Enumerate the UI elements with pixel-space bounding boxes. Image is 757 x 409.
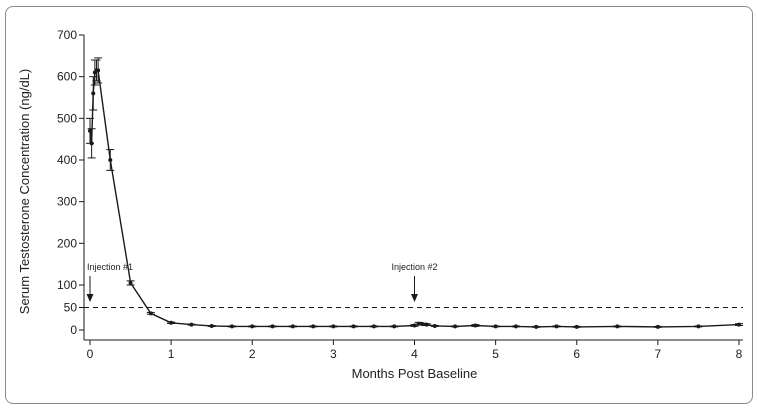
data-point: [574, 324, 579, 329]
x-tick-label: 5: [492, 347, 499, 361]
data-point: [473, 323, 478, 328]
data-point: [91, 91, 96, 96]
data-point: [148, 311, 153, 316]
data-point: [412, 323, 417, 328]
data-point: [96, 68, 101, 73]
data-point: [270, 324, 275, 329]
data-point: [311, 324, 316, 329]
x-tick-label: 1: [168, 347, 175, 361]
data-point: [737, 322, 741, 327]
x-tick-label: 0: [87, 347, 94, 361]
series-layer: [86, 57, 743, 329]
data-point: [169, 320, 174, 325]
data-point: [88, 128, 92, 133]
data-point: [331, 324, 336, 329]
y-tick-label: 500: [57, 111, 77, 125]
data-point: [615, 324, 620, 329]
data-point: [351, 324, 356, 329]
y-tick-label: 100: [57, 278, 77, 292]
annotation-label: Injection #1: [87, 262, 133, 272]
data-point: [534, 324, 539, 329]
data-point: [189, 322, 194, 327]
x-tick-label: 4: [411, 347, 418, 361]
data-point: [108, 158, 113, 162]
y-tick-label: 700: [57, 28, 77, 42]
data-point: [696, 324, 701, 329]
data-point: [250, 324, 255, 329]
y-tick-label: 0: [70, 323, 77, 337]
y-tick-label: 50: [64, 301, 78, 315]
data-point: [209, 323, 214, 328]
axes: [83, 35, 743, 341]
x-tick-label: 8: [736, 347, 743, 361]
annotation-label: Injection #2: [391, 262, 437, 272]
data-point: [371, 324, 376, 329]
x-ticks: 0 1 2 3 4 5 6 7 8: [87, 340, 743, 361]
y-tick-label: 200: [57, 236, 77, 250]
data-point: [554, 324, 559, 329]
data-point: [453, 324, 458, 329]
data-point: [424, 322, 429, 327]
data-point: [513, 324, 518, 329]
x-tick-label: 3: [330, 347, 337, 361]
data-point: [493, 324, 498, 329]
y-tick-label: 600: [57, 70, 77, 84]
data-point: [392, 324, 397, 329]
data-point: [432, 323, 437, 328]
chart-frame: [5, 6, 753, 404]
y-axis-title: Serum Testosterone Concentration (ng/dL): [17, 69, 32, 314]
data-point: [655, 324, 660, 329]
x-tick-label: 7: [655, 347, 662, 361]
annotation-arrow-head: [411, 294, 418, 302]
y-ticks: 0 50 100 200 300 400 500 600 700: [57, 28, 84, 337]
x-tick-label: 2: [249, 347, 256, 361]
y-tick-label: 300: [57, 195, 77, 209]
data-point: [290, 324, 295, 329]
data-point: [128, 280, 133, 285]
data-point: [229, 324, 234, 329]
x-tick-label: 6: [573, 347, 580, 361]
y-tick-label: 400: [57, 153, 77, 167]
annotations: Injection #1 Injection #2: [86, 262, 438, 302]
x-axis-title: Months Post Baseline: [352, 366, 478, 381]
annotation-arrow-head: [86, 294, 94, 302]
data-point: [89, 141, 94, 146]
